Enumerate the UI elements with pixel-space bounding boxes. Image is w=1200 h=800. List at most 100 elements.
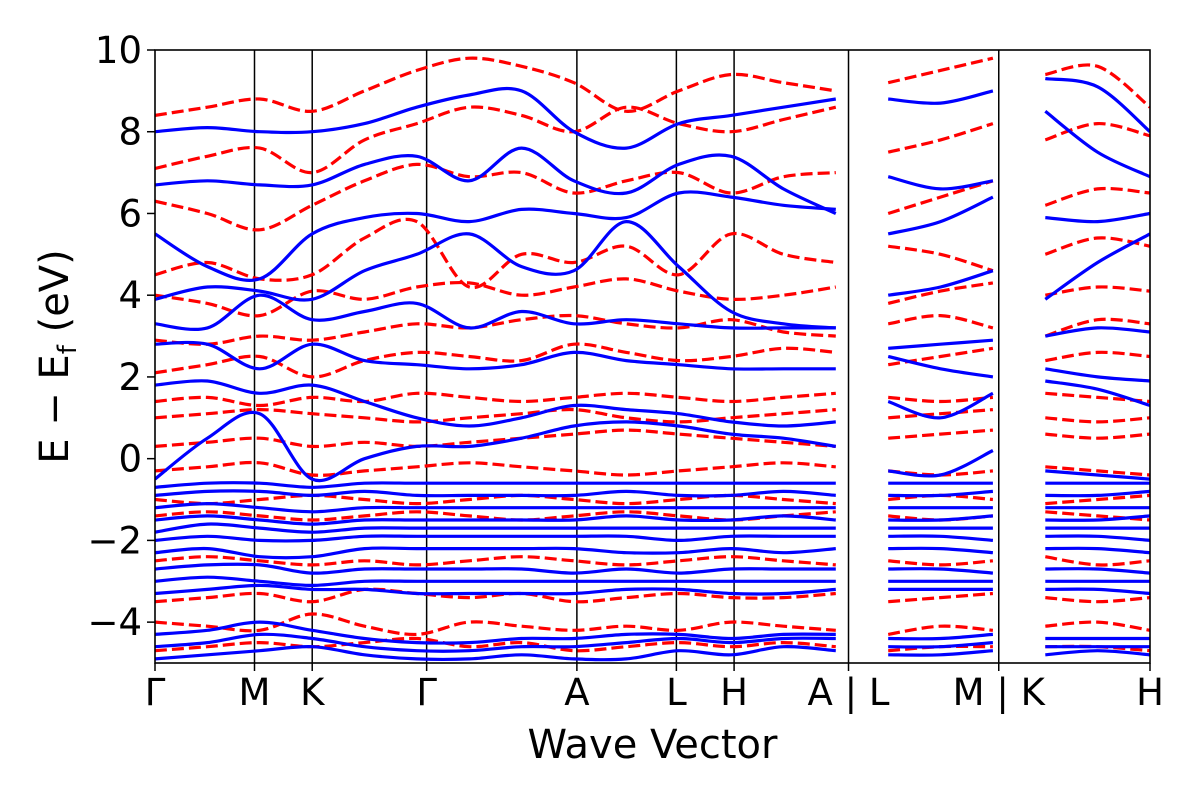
red-band-line <box>155 555 836 567</box>
blue-band-line <box>155 379 836 428</box>
y-tick-label: 6 <box>118 192 142 235</box>
red-band-line <box>155 342 836 379</box>
blue-band-line <box>887 195 994 236</box>
blue-band-line <box>155 522 836 534</box>
blue-band-line <box>888 546 994 555</box>
blue-band-line <box>1045 379 1150 408</box>
red-band-line <box>1045 493 1150 506</box>
blue-band-line <box>155 562 836 575</box>
blue-band-line <box>1044 110 1150 179</box>
red-band-line <box>1045 350 1150 363</box>
y-tick-label: 8 <box>118 111 142 154</box>
blue-band-line <box>1045 649 1150 657</box>
red-band-line <box>155 587 836 604</box>
red-band-line <box>887 244 994 273</box>
blue-band-line <box>1045 367 1150 383</box>
blue-band-line <box>155 190 836 282</box>
red-band-line <box>155 277 837 318</box>
blue-band-line <box>155 340 836 371</box>
x-tick-label: Γ <box>416 671 437 714</box>
red-band-line <box>1045 510 1150 522</box>
x-tick-label: H <box>1136 671 1164 714</box>
blue-band-line <box>888 649 994 657</box>
blue-band-line <box>1045 211 1150 224</box>
y-tick-label: 2 <box>118 356 142 399</box>
x-tick-label: H <box>720 671 748 714</box>
red-band-line <box>155 313 836 346</box>
blue-band-line <box>155 620 836 645</box>
red-band-line <box>888 591 994 604</box>
x-tick-label: Γ <box>145 671 166 714</box>
red-band-line <box>887 624 994 636</box>
red-band-line <box>887 346 994 367</box>
y-axis-label-main: E − E <box>32 354 78 464</box>
blue-band-line <box>888 567 994 575</box>
y-tick-label: 0 <box>118 438 142 481</box>
red-band-line <box>155 428 836 449</box>
bands-layer <box>155 56 1150 662</box>
blue-band-line <box>887 175 994 191</box>
blue-band-line <box>155 645 836 662</box>
blue-band-line <box>155 575 836 588</box>
red-band-line <box>1045 555 1150 567</box>
blue-band-line <box>888 89 994 105</box>
red-band-line <box>1044 121 1150 142</box>
red-band-line <box>155 217 837 290</box>
blue-band-line <box>1045 326 1150 338</box>
red-band-line <box>155 407 836 424</box>
y-tick-label: −4 <box>87 601 142 644</box>
red-band-line <box>887 56 994 85</box>
blue-band-line <box>888 338 994 350</box>
blue-band-line <box>155 86 837 150</box>
blue-band-line <box>888 449 994 478</box>
blue-band-line <box>155 293 836 331</box>
red-band-line <box>887 313 994 330</box>
red-band-line <box>155 162 836 232</box>
blue-band-line <box>1045 514 1150 522</box>
blue-band-line <box>155 219 836 330</box>
red-band-line <box>1044 63 1150 109</box>
red-band-line <box>887 281 994 305</box>
red-band-line <box>1045 620 1150 632</box>
blue-band-line <box>887 391 994 420</box>
y-axis-label-subscript: f <box>53 344 83 354</box>
blue-band-line <box>888 489 994 498</box>
red-band-line <box>887 122 994 154</box>
red-band-line <box>155 56 837 117</box>
blue-band-line <box>155 546 836 560</box>
red-band-line <box>155 391 836 408</box>
y-tick-label: 10 <box>95 29 142 72</box>
red-band-line <box>1045 416 1150 424</box>
blue-band-line <box>1045 489 1150 498</box>
blue-band-line <box>1045 546 1150 555</box>
blue-band-line <box>155 514 836 526</box>
x-axis-label: Wave Vector <box>528 722 779 768</box>
red-band-line <box>1044 317 1150 338</box>
red-band-line <box>155 460 836 477</box>
red-band-line <box>1045 596 1150 604</box>
y-axis-label: E − Ef (eV) <box>32 249 83 464</box>
blue-band-line <box>155 489 836 498</box>
blue-band-line <box>888 641 994 649</box>
blue-band-line <box>887 269 994 297</box>
y-tick-label: 4 <box>118 274 142 317</box>
red-band-line <box>1044 236 1150 256</box>
blue-band-line <box>155 410 837 483</box>
y-tick-label: −2 <box>87 519 142 562</box>
y-axis-ticks: −4 −2 0 2 4 6 8 10 <box>87 29 155 644</box>
blue-band-line <box>888 514 994 522</box>
blue-band-line <box>888 632 994 641</box>
x-tick-label: K <box>300 671 326 714</box>
red-band-line <box>1044 186 1150 207</box>
x-tick-label: A <box>564 671 589 714</box>
blue-band-line <box>155 534 836 543</box>
x-tick-label: L <box>666 671 687 714</box>
blue-band-line <box>155 632 836 653</box>
plot-frame <box>154 49 1151 664</box>
blue-band-line <box>1044 232 1150 301</box>
red-band-line <box>1045 285 1150 297</box>
red-band-line <box>888 408 994 420</box>
blue-band-line <box>155 481 836 489</box>
